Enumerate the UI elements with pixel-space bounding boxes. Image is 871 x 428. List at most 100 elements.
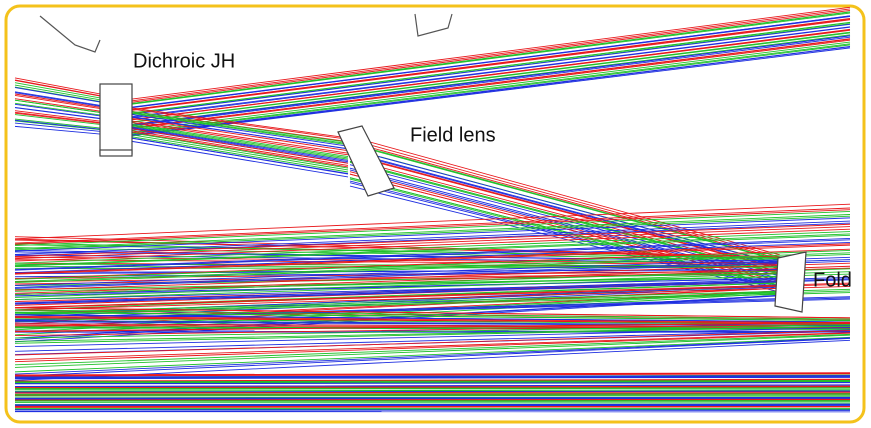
ray — [14, 403, 851, 406]
ray — [131, 38, 851, 129]
field-lens-element — [337, 125, 395, 197]
ray — [14, 288, 851, 314]
ray — [14, 321, 851, 327]
ray — [14, 332, 851, 363]
ray — [131, 134, 349, 171]
ray — [131, 32, 851, 123]
ray — [14, 256, 851, 286]
ray — [131, 8, 851, 102]
ray — [14, 260, 851, 289]
ray — [131, 9, 851, 103]
fold-label: Fold — [813, 269, 852, 291]
ray — [14, 248, 851, 280]
ray — [14, 325, 851, 344]
ray — [14, 307, 851, 319]
ray — [14, 384, 851, 388]
ray — [131, 111, 349, 143]
ray — [14, 228, 851, 262]
ray — [131, 128, 349, 164]
ray — [131, 18, 851, 111]
ray — [14, 394, 851, 397]
ray — [14, 285, 851, 311]
ray — [14, 277, 781, 297]
fold-mirror — [774, 251, 807, 313]
ray — [131, 11, 851, 104]
ray — [131, 29, 851, 121]
ray — [14, 271, 851, 298]
ray — [14, 325, 851, 342]
ray — [131, 16, 851, 108]
ray — [14, 386, 851, 389]
ray — [14, 327, 851, 347]
ray — [131, 43, 851, 133]
ray — [14, 250, 851, 280]
ray — [14, 214, 851, 250]
ray — [14, 268, 781, 275]
ray — [14, 279, 851, 305]
ray — [14, 334, 851, 368]
ray — [349, 173, 781, 284]
dichroic-edge — [99, 149, 133, 157]
ray — [14, 337, 851, 377]
ray — [131, 26, 851, 118]
ray — [131, 131, 349, 168]
ray — [14, 323, 851, 337]
ray — [14, 391, 851, 394]
ray — [14, 329, 851, 352]
ray — [131, 120, 349, 154]
ray — [131, 132, 349, 169]
ray — [14, 380, 851, 384]
ray — [14, 314, 851, 323]
ray — [14, 379, 851, 382]
ray — [14, 226, 851, 260]
ray — [14, 339, 851, 381]
ray — [131, 22, 851, 114]
ray — [14, 241, 851, 274]
ray — [14, 382, 851, 385]
ray — [131, 137, 349, 175]
ray — [131, 140, 349, 178]
ray — [14, 397, 851, 400]
ray — [14, 387, 851, 390]
ray — [131, 23, 851, 115]
ray — [349, 143, 781, 262]
ray — [14, 268, 851, 296]
ray — [14, 375, 851, 378]
partial-optic — [39, 15, 101, 53]
ray — [14, 220, 851, 255]
ray — [131, 31, 851, 123]
ray — [349, 169, 781, 281]
ray — [14, 252, 851, 282]
ray — [131, 36, 851, 127]
ray — [14, 332, 851, 360]
ray — [14, 317, 851, 325]
ray — [14, 273, 851, 300]
ray — [14, 259, 851, 288]
ray — [131, 108, 349, 140]
ray — [14, 390, 851, 393]
ray — [14, 207, 851, 244]
ray — [14, 280, 781, 300]
ray — [131, 6, 851, 100]
ray — [14, 237, 851, 270]
ray — [14, 336, 851, 373]
dichroic-element — [99, 83, 133, 155]
ray — [131, 126, 349, 161]
ray — [14, 234, 851, 267]
ray — [14, 333, 851, 366]
ray — [14, 372, 851, 376]
partial-optic — [414, 13, 453, 37]
ray — [14, 397, 851, 400]
ray — [131, 130, 349, 166]
ray — [14, 262, 851, 291]
ray — [14, 223, 851, 257]
ray — [14, 330, 851, 356]
ray — [14, 203, 851, 240]
ray — [131, 19, 851, 111]
ray — [131, 12, 851, 105]
ray — [14, 315, 851, 324]
ray — [14, 389, 851, 392]
ray — [14, 290, 851, 315]
ray — [14, 276, 851, 304]
